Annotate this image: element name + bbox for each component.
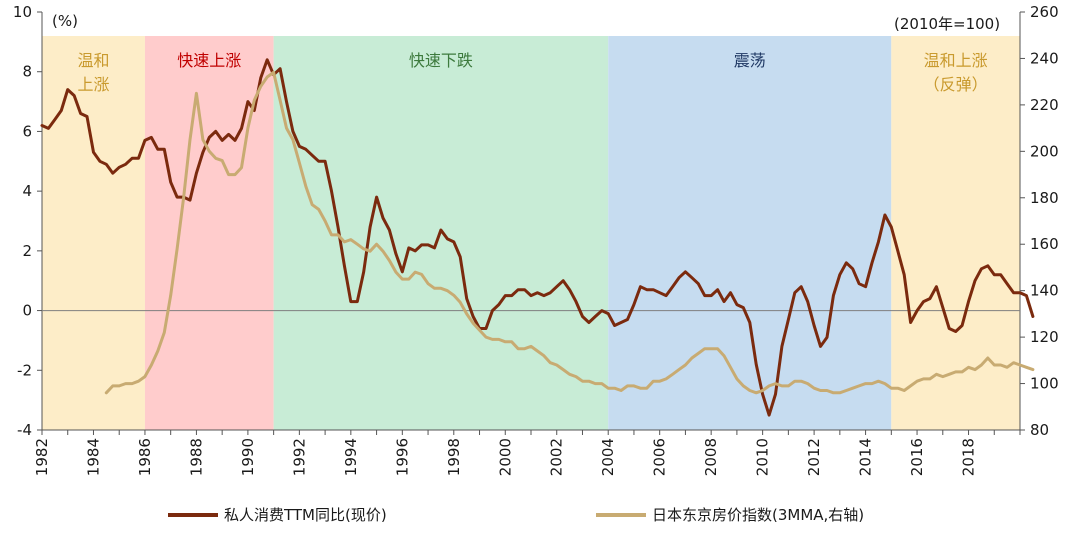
x-tick-label-12: 2006 xyxy=(651,438,669,476)
x-tick-label-13: 2008 xyxy=(702,438,720,476)
x-tick-label-2: 1986 xyxy=(136,438,154,476)
phase-label-3-0: 震荡 xyxy=(734,51,766,70)
x-tick-label-15: 2012 xyxy=(805,438,823,476)
left-tick-label-3: 4 xyxy=(22,182,32,200)
left-axis-unit: (%) xyxy=(52,12,78,30)
left-tick-label-1: 8 xyxy=(22,63,32,81)
phase-band-0 xyxy=(42,36,145,430)
legend: 私人消费TTM同比(现价) 日本东京房价指数(3MMA,右轴) xyxy=(168,506,864,524)
right-tick-label-3: 200 xyxy=(1030,142,1059,160)
phase-label-0-1: 上涨 xyxy=(77,75,109,94)
axes: 10 8 6 4 2 0 -2 -4 260 240 220 200 180 160 140 120 100 80… xyxy=(13,3,1059,476)
x-tick-label-9: 2000 xyxy=(496,438,514,476)
right-tick-label-1: 240 xyxy=(1030,49,1059,67)
right-tick-label-4: 180 xyxy=(1030,189,1059,207)
phase-label-2-0: 快速下跌 xyxy=(409,51,473,70)
right-tick-label-2: 220 xyxy=(1030,96,1059,114)
x-tick-label-6: 1994 xyxy=(342,438,360,476)
x-tick-label-17: 2016 xyxy=(908,438,926,476)
left-tick-label-5: 0 xyxy=(22,302,32,320)
x-tick-label-8: 1998 xyxy=(445,438,463,476)
x-tick-label-10: 2002 xyxy=(548,438,566,476)
left-tick-label-2: 6 xyxy=(22,122,32,140)
legend-label-consumption: 私人消费TTM同比(现价) xyxy=(224,506,387,524)
right-axis-unit: (2010年=100) xyxy=(894,15,1000,33)
series-line-1 xyxy=(104,70,1035,395)
right-tick-label-6: 140 xyxy=(1030,282,1059,300)
right-tick-label-9: 80 xyxy=(1030,421,1049,439)
right-tick-label-0: 260 xyxy=(1030,3,1059,21)
phase-label-1-0: 快速上涨 xyxy=(177,51,241,70)
x-tick-label-7: 1996 xyxy=(393,438,411,476)
x-tick-label-3: 1988 xyxy=(187,438,205,476)
x-tick-label-16: 2014 xyxy=(857,438,875,476)
left-tick-label-4: 2 xyxy=(22,242,32,260)
legend-label-housing: 日本东京房价指数(3MMA,右轴) xyxy=(652,506,864,524)
x-tick-label-11: 2004 xyxy=(599,438,617,476)
x-tick-label-14: 2010 xyxy=(754,438,772,476)
series-line-0 xyxy=(40,58,1035,417)
left-tick-label-0: 10 xyxy=(13,3,32,21)
phase-label-0-0: 温和 xyxy=(77,51,109,70)
x-tick-label-1: 1984 xyxy=(84,438,102,476)
phase-bands xyxy=(42,36,1020,430)
x-tick-label-4: 1990 xyxy=(239,438,257,476)
x-tick-label-18: 2018 xyxy=(960,438,978,476)
phase-label-4-0: 温和上涨 xyxy=(924,51,988,70)
phase-band-1 xyxy=(144,36,274,430)
phase-label-4-1: （反弹） xyxy=(924,75,988,94)
right-tick-label-5: 160 xyxy=(1030,235,1059,253)
left-tick-label-7: -4 xyxy=(17,421,32,439)
x-tick-label-5: 1992 xyxy=(290,438,308,476)
x-tick-label-0: 1982 xyxy=(33,438,51,476)
right-tick-label-8: 100 xyxy=(1030,375,1059,393)
series-lines xyxy=(40,58,1035,417)
phase-band-3 xyxy=(608,36,892,430)
right-tick-label-7: 120 xyxy=(1030,328,1059,346)
left-tick-label-6: -2 xyxy=(17,361,32,379)
